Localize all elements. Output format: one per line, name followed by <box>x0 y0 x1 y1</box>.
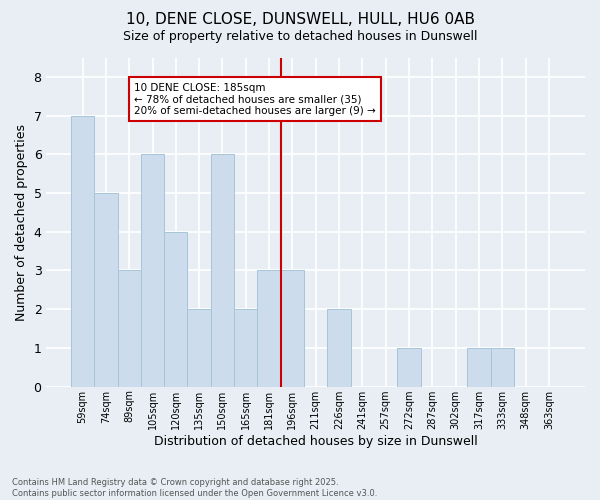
Bar <box>118 270 141 386</box>
Bar <box>71 116 94 386</box>
Text: 10 DENE CLOSE: 185sqm
← 78% of detached houses are smaller (35)
20% of semi-deta: 10 DENE CLOSE: 185sqm ← 78% of detached … <box>134 82 376 116</box>
Bar <box>491 348 514 387</box>
X-axis label: Distribution of detached houses by size in Dunswell: Distribution of detached houses by size … <box>154 434 478 448</box>
Bar <box>467 348 491 387</box>
Text: Contains HM Land Registry data © Crown copyright and database right 2025.
Contai: Contains HM Land Registry data © Crown c… <box>12 478 377 498</box>
Bar <box>281 270 304 386</box>
Bar <box>164 232 187 386</box>
Bar <box>94 193 118 386</box>
Bar <box>211 154 234 386</box>
Bar <box>234 309 257 386</box>
Text: 10, DENE CLOSE, DUNSWELL, HULL, HU6 0AB: 10, DENE CLOSE, DUNSWELL, HULL, HU6 0AB <box>125 12 475 28</box>
Bar <box>328 309 350 386</box>
Bar <box>141 154 164 386</box>
Text: Size of property relative to detached houses in Dunswell: Size of property relative to detached ho… <box>123 30 477 43</box>
Y-axis label: Number of detached properties: Number of detached properties <box>15 124 28 320</box>
Bar <box>187 309 211 386</box>
Bar <box>397 348 421 387</box>
Bar <box>257 270 281 386</box>
